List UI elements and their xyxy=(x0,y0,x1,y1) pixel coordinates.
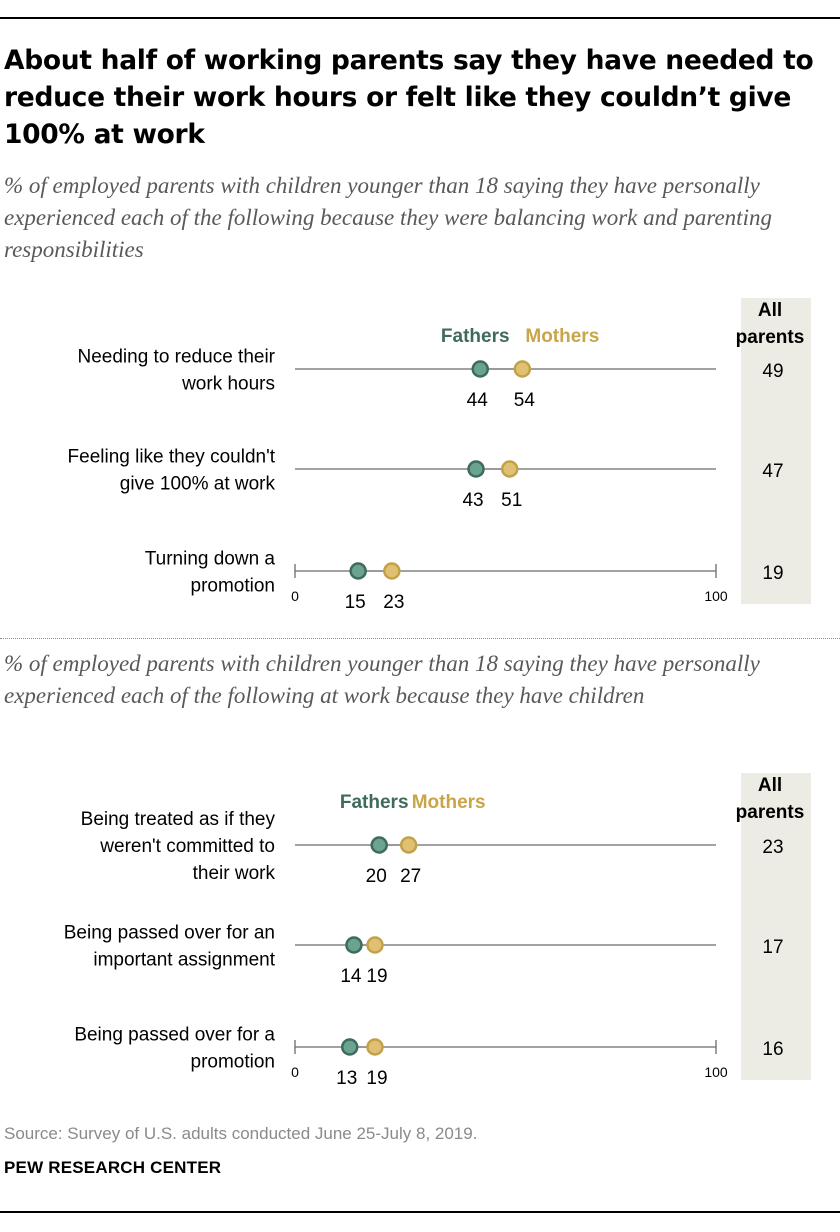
chart-title: About half of working parents say they h… xyxy=(4,45,814,150)
all-parents-value: 17 xyxy=(762,937,783,958)
category-label: Being passed over for a xyxy=(74,1025,275,1046)
top-rule xyxy=(0,17,840,19)
category-label: important assignment xyxy=(93,950,275,971)
all-parents-header: All xyxy=(758,300,782,321)
mothers-value-label: 27 xyxy=(400,866,421,887)
fathers-dot xyxy=(345,936,363,954)
category-label: work hours xyxy=(181,374,275,395)
tick-0-label: 0 xyxy=(291,1064,299,1080)
mothers-value-label: 51 xyxy=(501,490,522,511)
fathers-value-label: 13 xyxy=(336,1068,357,1089)
category-label: promotion xyxy=(191,1052,276,1073)
mothers-dot xyxy=(383,562,401,580)
all-parents-column-bg xyxy=(741,298,811,604)
all-parents-header: All xyxy=(758,775,782,796)
category-label: Being treated as if they xyxy=(81,809,276,830)
panel-divider xyxy=(0,638,840,639)
category-label: their work xyxy=(193,863,276,884)
fathers-value-label: 15 xyxy=(345,592,366,613)
category-label: Feeling like they couldn't xyxy=(68,447,276,468)
mothers-dot xyxy=(366,936,384,954)
panel-2-subtitle: % of employed parents with children youn… xyxy=(4,651,760,708)
tick-100-label: 100 xyxy=(704,588,728,604)
fathers-value-label: 20 xyxy=(366,866,387,887)
mothers-dot xyxy=(366,1038,384,1056)
legend-fathers: Fathers xyxy=(441,326,510,347)
mothers-value-label: 19 xyxy=(366,966,387,987)
all-parents-value: 49 xyxy=(762,361,783,382)
mothers-dot xyxy=(513,360,532,378)
category-label: Turning down a xyxy=(145,549,276,570)
tick-0-label: 0 xyxy=(291,588,299,604)
fathers-value-label: 43 xyxy=(462,490,483,511)
fathers-dot xyxy=(349,562,367,580)
all-parents-value: 19 xyxy=(762,563,783,584)
fathers-value-label: 44 xyxy=(467,390,489,411)
all-parents-value: 47 xyxy=(762,461,783,482)
category-label: weren't committed to xyxy=(99,836,275,857)
all-parents-value: 16 xyxy=(762,1039,783,1060)
category-label: give 100% at work xyxy=(120,474,276,495)
fathers-dot xyxy=(370,836,388,854)
source-note: Source: Survey of U.S. adults conducted … xyxy=(4,1124,478,1143)
legend-mothers: Mothers xyxy=(525,326,599,347)
mothers-dot xyxy=(500,460,519,478)
fathers-dot xyxy=(471,360,489,378)
all-parents-value: 23 xyxy=(762,837,783,858)
legend-mothers: Mothers xyxy=(412,792,486,813)
fathers-dot xyxy=(340,1038,359,1056)
mothers-value-label: 19 xyxy=(366,1068,387,1089)
all-parents-header: parents xyxy=(736,802,805,823)
bottom-rule xyxy=(0,1211,840,1213)
category-label: Being passed over for an xyxy=(64,923,275,944)
legend-fathers: Fathers xyxy=(340,792,409,813)
mothers-dot xyxy=(399,836,418,854)
all-parents-column-bg xyxy=(741,773,811,1080)
fathers-dot xyxy=(467,460,485,478)
all-parents-header: parents xyxy=(736,327,805,348)
pew-research-logo-text: PEW RESEARCH CENTER xyxy=(4,1158,222,1177)
mothers-value-label: 54 xyxy=(514,390,536,411)
fathers-value-label: 14 xyxy=(340,966,362,987)
mothers-value-label: 23 xyxy=(383,592,404,613)
category-label: Needing to reduce their xyxy=(77,347,275,368)
panel-1-subtitle: % of employed parents with children youn… xyxy=(4,173,772,262)
category-label: promotion xyxy=(191,576,276,597)
tick-100-label: 100 xyxy=(704,1064,728,1080)
